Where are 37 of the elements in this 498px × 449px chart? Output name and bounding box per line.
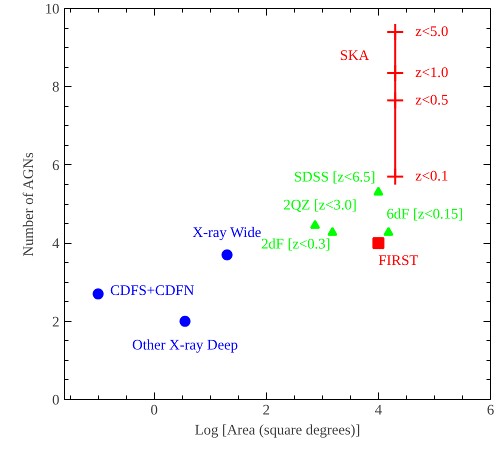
series-label: CDFS+CDFN xyxy=(110,282,195,299)
point xyxy=(386,168,404,186)
data-label: z<1.0 xyxy=(415,65,448,82)
point xyxy=(386,91,404,110)
x-axis-title: Log [Area (square degrees)] xyxy=(194,422,360,438)
series-label: 6dF [z<0.15] xyxy=(386,206,464,223)
series-label: 2QZ [z<3.0] xyxy=(283,198,357,214)
point xyxy=(180,316,191,327)
series-label: 2dF [z<0.3] xyxy=(261,236,330,253)
point xyxy=(92,288,104,300)
data-label: z<5.0 xyxy=(415,24,448,40)
data-label: z<0.1 xyxy=(415,168,448,185)
y-tick-label: 10 xyxy=(44,2,60,18)
point xyxy=(372,237,384,250)
x-tick-label: 2 xyxy=(262,402,270,418)
point xyxy=(327,226,338,236)
y-tick-label: 8 xyxy=(52,80,60,96)
series-label: SKA xyxy=(340,48,370,64)
y-tick-label: 2 xyxy=(52,314,60,330)
y-axis-title: Number of AGNs xyxy=(20,152,37,257)
series-label: SDSS [z<6.5] xyxy=(294,169,376,186)
x-tick-label: 0 xyxy=(150,402,158,418)
y-tick-label: 6 xyxy=(52,158,60,174)
point xyxy=(383,226,394,236)
point xyxy=(386,64,404,82)
point xyxy=(222,249,233,260)
point xyxy=(386,22,404,41)
point xyxy=(373,186,384,196)
series-label: X-ray Wide xyxy=(192,224,262,241)
y-tick-label: 0 xyxy=(52,392,60,408)
data-label: z<0.5 xyxy=(415,92,448,108)
x-tick-label: 6 xyxy=(486,402,494,418)
point xyxy=(310,220,320,229)
series-label: FIRST xyxy=(378,253,418,270)
x-tick-label: 4 xyxy=(374,402,383,418)
y-tick-label: 4 xyxy=(52,236,60,252)
series-label: Other X-ray Deep xyxy=(132,337,238,354)
